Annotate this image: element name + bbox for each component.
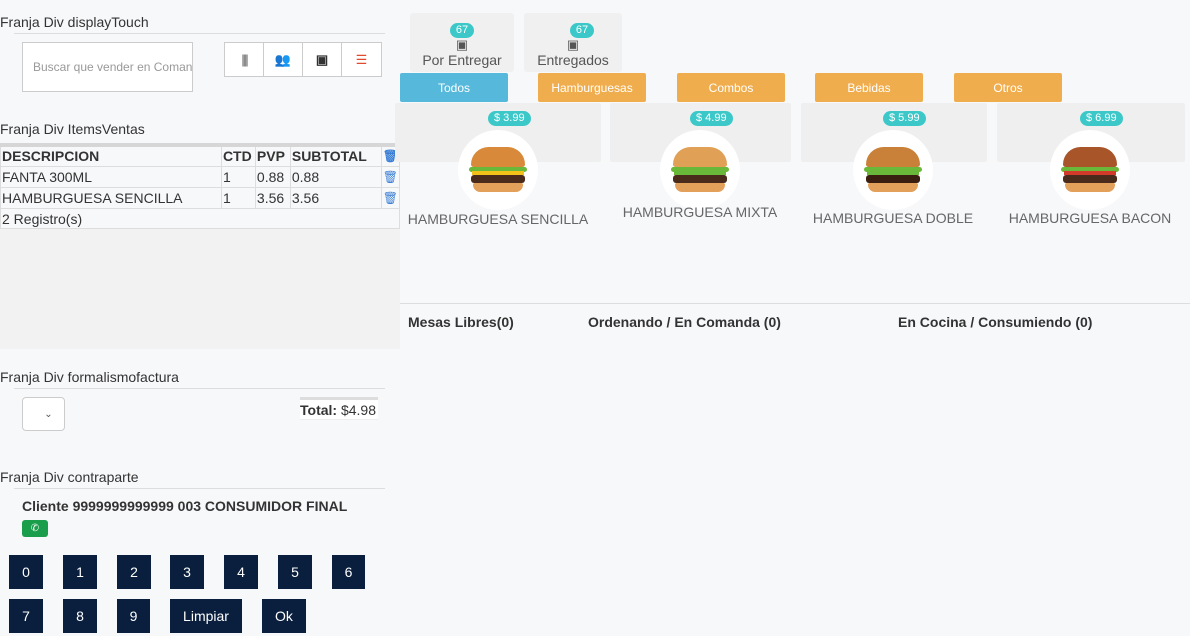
- trash-icon[interactable]: 🗑: [380, 165, 401, 188]
- table-row: HAMBURGUESA SENCILLA 1 3.56 3.56 🗑: [0, 186, 401, 209]
- category-todos[interactable]: Todos: [400, 73, 508, 102]
- col-subtotal: SUBTOTAL: [289, 143, 382, 167]
- product-image[interactable]: [853, 130, 933, 210]
- key-6[interactable]: 6: [332, 555, 365, 589]
- key-limpiar[interactable]: Limpiar: [170, 599, 242, 633]
- category-hamburguesas[interactable]: Hamburguesas: [538, 73, 646, 102]
- mesas-libres[interactable]: Mesas Libres(0): [408, 314, 514, 330]
- phone-icon: ✆: [30, 523, 40, 534]
- client-info: Cliente 9999999999999 003 CONSUMIDOR FIN…: [22, 498, 348, 514]
- col-pvp: PVP: [254, 143, 291, 167]
- stat-label: Entregados: [537, 52, 609, 68]
- toolbar: |||| 👥 ▣ ☰: [224, 42, 382, 77]
- total-label: Total:: [300, 402, 338, 418]
- database-icon[interactable]: ☰: [355, 51, 368, 67]
- stat-por-entregar[interactable]: 67 ▣ Por Entregar: [410, 13, 514, 72]
- phone-button[interactable]: ✆: [22, 520, 48, 537]
- col-descripcion: DESCRIPCION: [0, 143, 222, 167]
- key-8[interactable]: 8: [63, 599, 97, 633]
- table-header: DESCRIPCION CTD PVP SUBTOTAL 🗑: [0, 143, 401, 167]
- col-ctd: CTD: [220, 143, 256, 167]
- divider: [14, 388, 385, 389]
- cell-pvp: 0.88: [254, 165, 291, 188]
- divider: [14, 33, 385, 34]
- key-ok[interactable]: Ok: [262, 599, 306, 633]
- price-badge: $ 3.99: [488, 111, 531, 126]
- inbox-icon: ▣: [566, 37, 580, 52]
- section-title-display: Franja Div displayTouch: [0, 14, 149, 30]
- count-badge: 67: [449, 23, 475, 38]
- total: Total: $4.98: [300, 397, 378, 420]
- key-1[interactable]: 1: [63, 555, 97, 589]
- section-title-contraparte: Franja Div contraparte: [0, 469, 139, 485]
- product-name[interactable]: HAMBURGUESA BACON: [1008, 210, 1172, 226]
- price-badge: $ 6.99: [1080, 111, 1123, 126]
- section-title-items: Franja Div ItemsVentas: [0, 121, 145, 137]
- mesas-ordenando[interactable]: Ordenando / En Comanda (0): [588, 314, 781, 330]
- category-combos[interactable]: Combos: [677, 73, 785, 102]
- stat-label: Por Entregar: [422, 52, 502, 68]
- key-2[interactable]: 2: [117, 555, 151, 589]
- price-badge: $ 5.99: [883, 111, 926, 126]
- barcode-icon[interactable]: ||||: [225, 43, 264, 76]
- key-7[interactable]: 7: [9, 599, 43, 633]
- money-icon[interactable]: ▣: [303, 43, 342, 76]
- table-footer: 2 Registro(s): [0, 207, 400, 230]
- mesas-en-cocina[interactable]: En Cocina / Consumiendo (0): [898, 314, 1093, 330]
- count-badge: 67: [569, 23, 595, 38]
- product-name[interactable]: HAMBURGUESA SENCILLA: [407, 211, 589, 227]
- table-row: FANTA 300ML 1 0.88 0.88 🗑: [0, 165, 401, 188]
- product-image[interactable]: [660, 130, 740, 210]
- category-bebidas[interactable]: Bebidas: [815, 73, 923, 102]
- product-name[interactable]: HAMBURGUESA MIXTA: [622, 204, 778, 220]
- product-image[interactable]: [458, 130, 538, 210]
- key-9[interactable]: 9: [117, 599, 150, 633]
- product-image[interactable]: [1050, 130, 1130, 210]
- product-name[interactable]: HAMBURGUESA DOBLE: [812, 210, 974, 226]
- key-3[interactable]: 3: [170, 555, 204, 589]
- key-0[interactable]: 0: [9, 555, 43, 589]
- document-type-select[interactable]: ⌄: [22, 397, 65, 431]
- total-value: $4.98: [340, 402, 377, 418]
- trash-icon[interactable]: 🗑: [380, 186, 401, 209]
- search-input[interactable]: Buscar que vender en Comanda: [22, 42, 193, 92]
- users-icon[interactable]: 👥: [264, 43, 303, 76]
- cell-descripcion: HAMBURGUESA SENCILLA: [0, 186, 222, 209]
- sales-items-table: DESCRIPCION CTD PVP SUBTOTAL 🗑 FANTA 300…: [0, 143, 401, 230]
- key-4[interactable]: 4: [224, 555, 258, 589]
- inbox-icon: ▣: [455, 37, 469, 52]
- cell-ctd[interactable]: 1: [220, 186, 256, 209]
- divider: [400, 303, 1190, 304]
- items-empty-area: [0, 228, 400, 349]
- cell-subtotal: 3.56: [289, 186, 382, 209]
- divider: [14, 488, 385, 489]
- cell-descripcion: FANTA 300ML: [0, 165, 222, 188]
- price-badge: $ 4.99: [690, 111, 733, 126]
- cell-ctd[interactable]: 1: [220, 165, 256, 188]
- category-otros[interactable]: Otros: [954, 73, 1062, 102]
- cell-pvp: 3.56: [254, 186, 291, 209]
- key-5[interactable]: 5: [278, 555, 312, 589]
- section-title-formalismo: Franja Div formalismofactura: [0, 369, 179, 385]
- chevron-down-icon: ⌄: [44, 408, 53, 420]
- cell-subtotal: 0.88: [289, 165, 382, 188]
- stat-entregados[interactable]: 67 ▣ Entregados: [524, 13, 622, 72]
